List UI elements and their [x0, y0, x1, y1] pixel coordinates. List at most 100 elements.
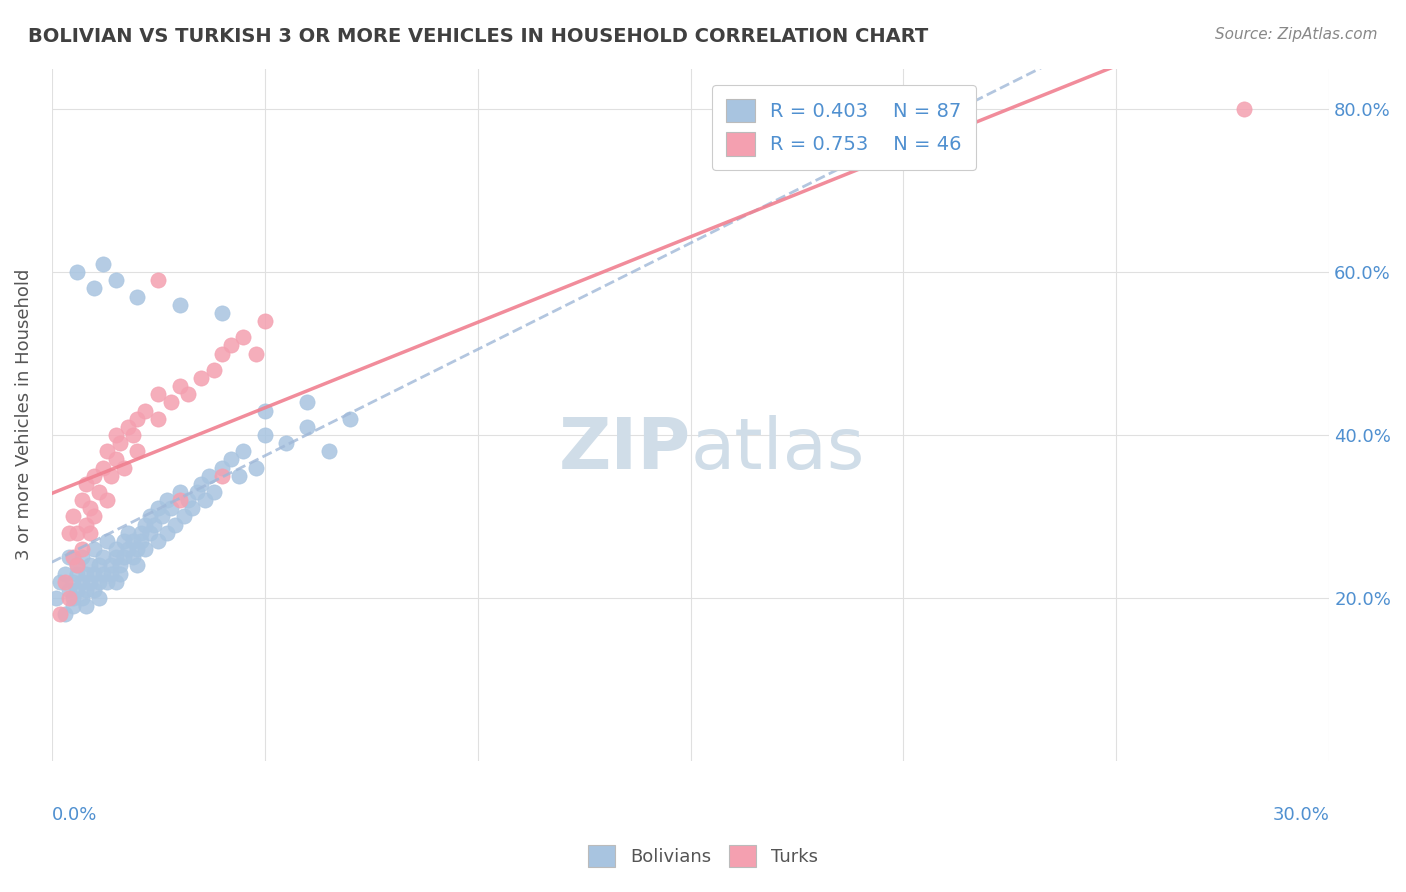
Point [134, 403, 156, 417]
Point [173, 509, 195, 524]
Point [121, 428, 143, 442]
Point [53, 574, 76, 589]
Point [160, 501, 183, 516]
Point [117, 420, 139, 434]
Point [253, 403, 276, 417]
Point [165, 517, 187, 532]
Point [148, 533, 170, 548]
Point [1233, 102, 1256, 116]
Point [70, 550, 93, 565]
Point [75, 476, 97, 491]
Point [45, 591, 67, 605]
Point [138, 525, 160, 540]
Point [112, 533, 135, 548]
Point [177, 493, 200, 508]
Point [202, 485, 225, 500]
Point [190, 371, 212, 385]
Point [79, 558, 101, 573]
Point [104, 452, 127, 467]
Point [62, 574, 84, 589]
Point [177, 387, 200, 401]
Point [169, 298, 191, 312]
Point [100, 468, 122, 483]
Point [62, 550, 84, 565]
Point [87, 591, 110, 605]
Point [148, 273, 170, 287]
Point [318, 444, 340, 458]
Point [70, 493, 93, 508]
Point [104, 273, 127, 287]
Text: ZIP: ZIP [558, 415, 690, 483]
Point [75, 599, 97, 613]
Point [75, 517, 97, 532]
Point [75, 582, 97, 597]
Point [125, 289, 148, 303]
Point [138, 509, 160, 524]
Y-axis label: 3 or more Vehicles in Household: 3 or more Vehicles in Household [15, 269, 32, 560]
Point [66, 558, 89, 573]
Point [198, 468, 221, 483]
Point [96, 533, 118, 548]
Point [219, 452, 242, 467]
Point [211, 468, 233, 483]
Point [169, 485, 191, 500]
Point [148, 501, 170, 516]
Point [87, 574, 110, 589]
Point [66, 525, 89, 540]
Point [190, 476, 212, 491]
Point [152, 509, 174, 524]
Point [53, 566, 76, 581]
Point [104, 542, 127, 557]
Point [91, 566, 114, 581]
Point [100, 566, 122, 581]
Point [87, 485, 110, 500]
Point [66, 265, 89, 279]
Text: Source: ZipAtlas.com: Source: ZipAtlas.com [1215, 27, 1378, 42]
Point [83, 542, 105, 557]
Point [96, 444, 118, 458]
Point [211, 306, 233, 320]
Point [134, 517, 156, 532]
Point [79, 525, 101, 540]
Point [58, 550, 80, 565]
Point [253, 428, 276, 442]
Point [108, 436, 131, 450]
Point [108, 566, 131, 581]
Point [228, 468, 250, 483]
Point [104, 428, 127, 442]
Text: BOLIVIAN VS TURKISH 3 OR MORE VEHICLES IN HOUSEHOLD CORRELATION CHART: BOLIVIAN VS TURKISH 3 OR MORE VEHICLES I… [28, 27, 928, 45]
Point [181, 501, 204, 516]
Point [160, 395, 183, 409]
Point [156, 493, 179, 508]
Point [49, 574, 72, 589]
Point [117, 542, 139, 557]
Point [112, 550, 135, 565]
Point [58, 591, 80, 605]
Point [211, 346, 233, 360]
Point [211, 460, 233, 475]
Point [117, 525, 139, 540]
Point [142, 517, 165, 532]
Point [62, 591, 84, 605]
Point [297, 395, 319, 409]
Point [219, 338, 242, 352]
Point [297, 420, 319, 434]
Point [96, 574, 118, 589]
Point [75, 566, 97, 581]
Point [79, 501, 101, 516]
Point [58, 582, 80, 597]
Point [70, 574, 93, 589]
Point [125, 542, 148, 557]
Point [245, 460, 267, 475]
Point [58, 525, 80, 540]
Text: 0.0%: 0.0% [52, 805, 97, 824]
Point [83, 281, 105, 295]
Point [169, 379, 191, 393]
Point [186, 485, 208, 500]
Legend: R = 0.403    N = 87, R = 0.753    N = 46: R = 0.403 N = 87, R = 0.753 N = 46 [711, 85, 976, 169]
Point [121, 533, 143, 548]
Point [253, 314, 276, 328]
Point [104, 550, 127, 565]
Text: 30.0%: 30.0% [1272, 805, 1329, 824]
Point [245, 346, 267, 360]
